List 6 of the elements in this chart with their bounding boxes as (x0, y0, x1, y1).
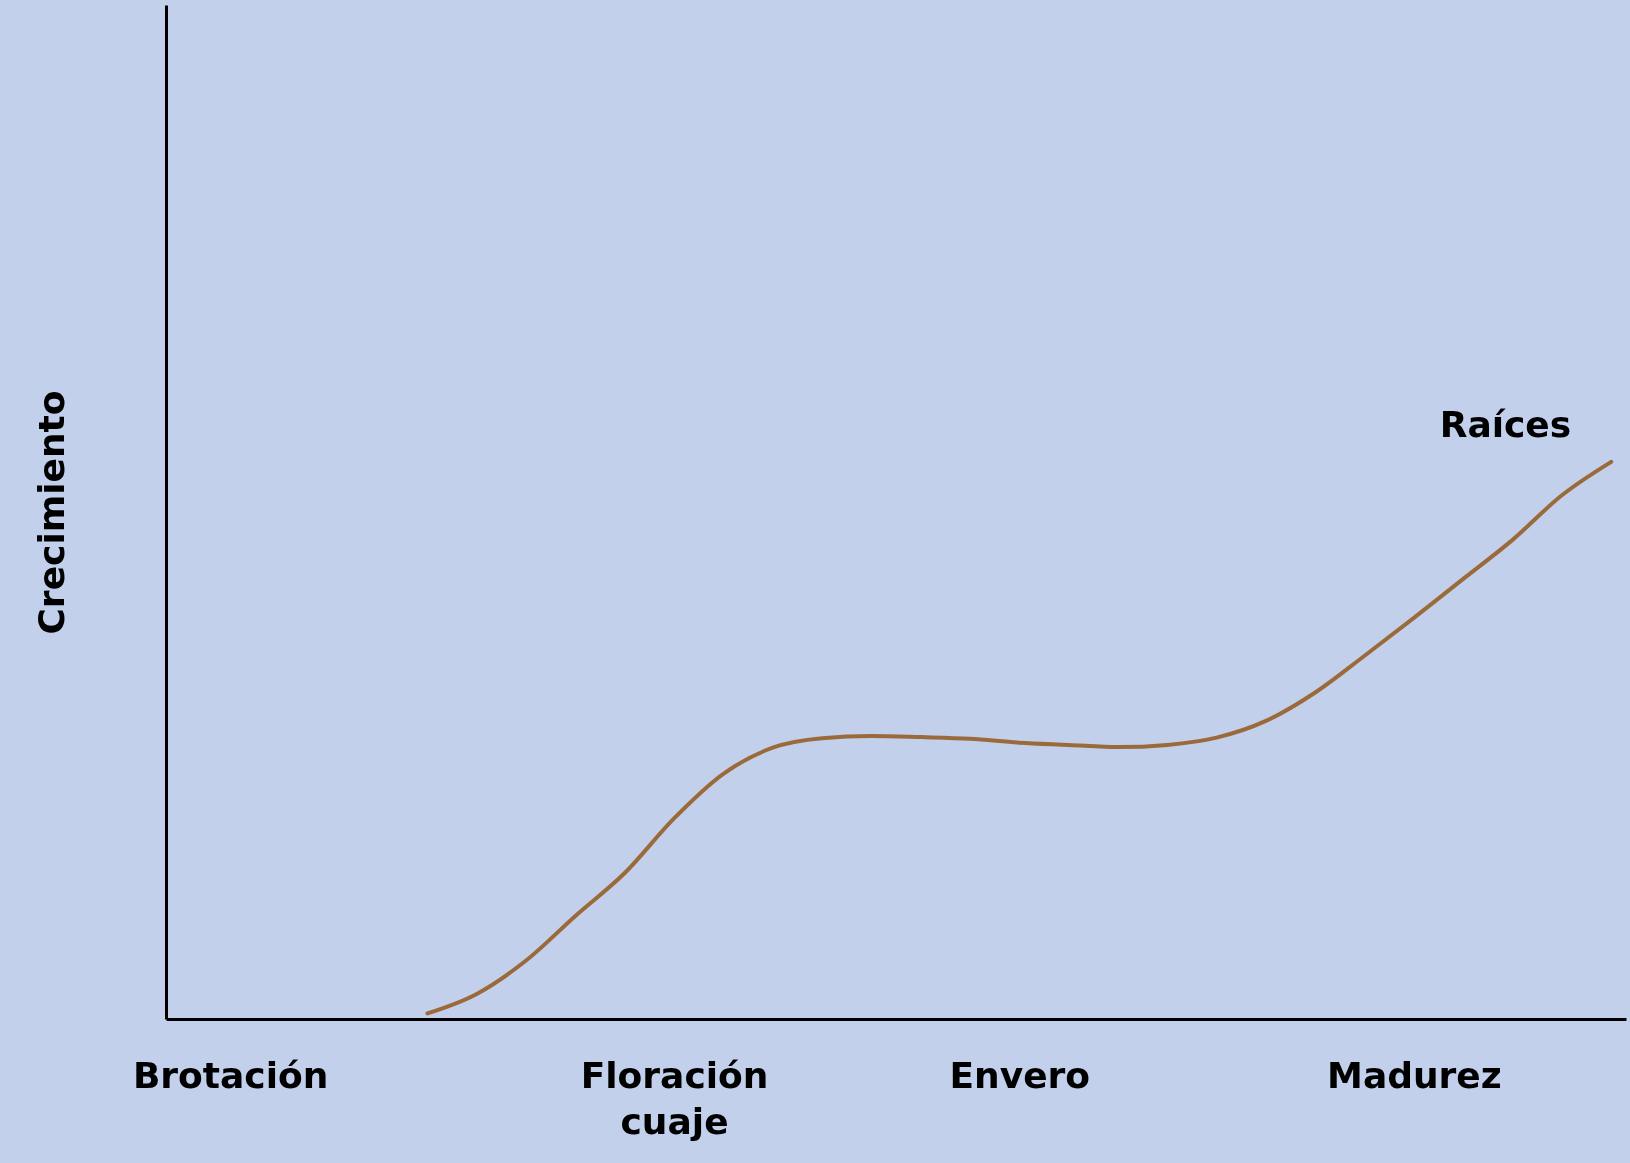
series-label: Raíces (1439, 403, 1572, 445)
y-axis-title: Crecimiento (30, 390, 72, 635)
x-tick-label: Madurez (1327, 1054, 1502, 1096)
x-tick-label: Brotación (132, 1054, 329, 1096)
x-tick-label: Envero (949, 1054, 1091, 1096)
x-tick-label: Floración cuaje (580, 1054, 769, 1142)
